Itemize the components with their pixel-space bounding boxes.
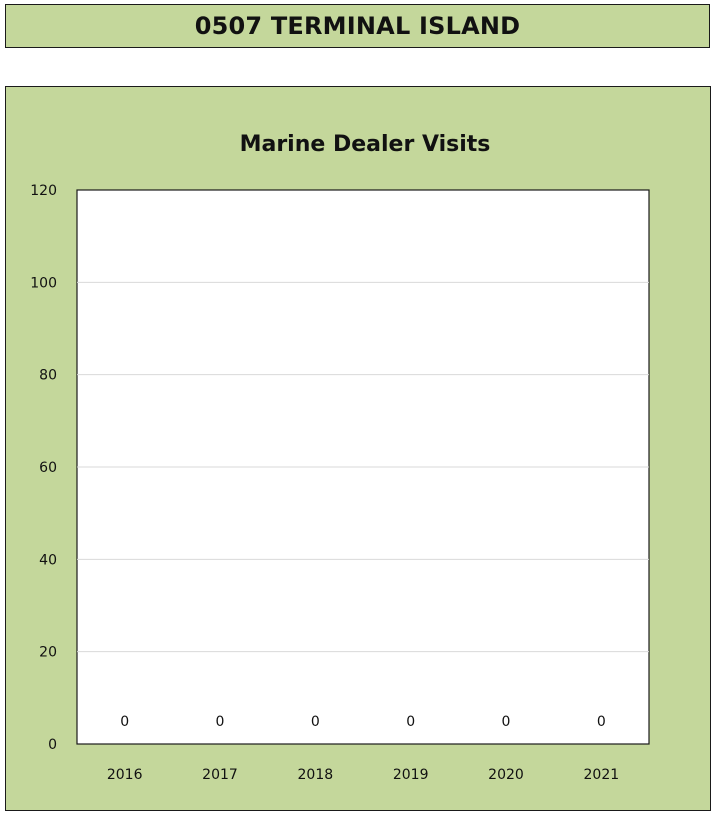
y-tick-label: 120 (30, 183, 57, 199)
data-label: 0 (311, 714, 320, 730)
y-tick-label: 100 (30, 275, 57, 291)
gridlines (77, 281, 649, 653)
y-tick-label: 80 (39, 368, 57, 384)
chart: Marine Dealer Visits 0 20 40 60 80 100 120 201… (30, 132, 650, 783)
header-banner: 0507 TERMINAL ISLAND (5, 4, 710, 48)
y-tick-label: 20 (39, 645, 57, 661)
y-tick-label: 60 (39, 460, 57, 476)
data-labels: 0 0 0 0 0 0 (120, 714, 606, 730)
y-tick-label: 0 (48, 737, 57, 753)
data-label: 0 (597, 714, 606, 730)
page-title: 0507 TERMINAL ISLAND (194, 12, 521, 40)
x-tick-label: 2018 (298, 767, 334, 783)
chart-title: Marine Dealer Visits (240, 132, 491, 157)
x-tick-label: 2016 (107, 767, 143, 783)
data-label: 0 (216, 714, 225, 730)
data-label: 0 (502, 714, 511, 730)
x-tick-label: 2021 (584, 767, 620, 783)
data-label: 0 (120, 714, 129, 730)
x-tick-label: 2017 (202, 767, 238, 783)
data-label: 0 (406, 714, 415, 730)
chart-panel: Marine Dealer Visits 0 20 40 60 80 100 120 201… (5, 86, 711, 811)
x-tick-label: 2020 (488, 767, 524, 783)
y-axis: 0 20 40 60 80 100 120 (30, 183, 57, 753)
y-tick-label: 40 (39, 552, 57, 568)
x-tick-label: 2019 (393, 767, 429, 783)
x-axis: 2016 2017 2018 2019 2020 2021 (107, 767, 619, 783)
